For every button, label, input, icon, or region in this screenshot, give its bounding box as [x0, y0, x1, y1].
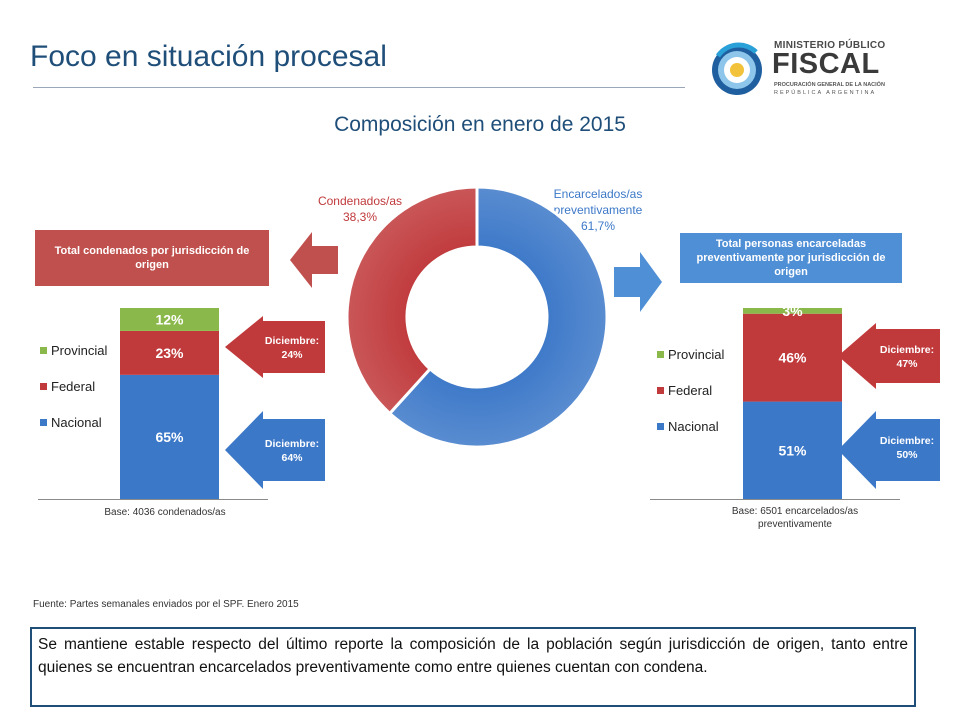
arrow-left [290, 232, 338, 288]
bar-label-nacional: 51% [778, 442, 807, 458]
legend-swatch [40, 419, 47, 426]
base-condenados: Base: 4036 condenados/as [104, 507, 226, 518]
callout-value: 64% [281, 452, 303, 464]
chart-title: Composición en enero de 2015 [334, 113, 626, 136]
callout-condenados-federal: Diciembre: 24% [225, 316, 325, 378]
donut-slice-preventivos [387, 185, 609, 449]
bar-segment-federal [743, 313, 842, 402]
legend-swatch [657, 387, 664, 394]
legend-preventivos: Provincial Federal Nacional [657, 347, 724, 434]
callout-preventivos-nacional: Diciembre: 50% [838, 411, 940, 489]
callout-text: Diciembre: [880, 344, 934, 356]
condenados-jurisdiccion-box: Total condenados por jurisdicción de ori… [35, 230, 269, 286]
logo-line3: PROCURACIÓN GENERAL DE LA NACIÓN [774, 82, 885, 88]
arrow-right [614, 252, 662, 312]
legend-condenados: Provincial Federal Nacional [40, 343, 107, 430]
bar-label-federal: 46% [778, 350, 807, 366]
base-preventivos: Base: 6501 encarcelados/as preventivamen… [715, 505, 875, 531]
legend-swatch [40, 383, 47, 390]
legend-item-nacional: Nacional [40, 415, 107, 430]
donut-label-line: Encarcelados/as [553, 187, 643, 201]
bar-segment-provincial [120, 308, 219, 331]
stacked-bar-condenados: 65% 23% 12% [38, 308, 268, 500]
base-preventivos-text: Base: 6501 encarcelados/as preventivamen… [731, 506, 859, 530]
logo-line2: FISCAL [772, 48, 880, 80]
donut-slice-condenados [345, 185, 479, 416]
callout-value: 24% [281, 349, 303, 361]
bar-segment-nacional [120, 374, 219, 499]
page-title: Foco en situación procesal [30, 40, 387, 73]
legend-label: Provincial [668, 347, 725, 362]
logo-line4: REPÚBLICA ARGENTINA [774, 90, 877, 96]
bar-label-provincial: 3% [782, 303, 803, 319]
donut-label-line: preventivamente [553, 203, 643, 217]
legend-label: Federal [668, 383, 713, 398]
legend-label: Nacional [51, 415, 102, 430]
logo: MINISTERIO PÚBLICO FISCAL PROCURACIÓN GE… [706, 38, 896, 102]
bar-segment-federal [120, 330, 219, 375]
bar-segment-provincial [743, 308, 842, 314]
legend-swatch [657, 423, 664, 430]
title-divider [33, 87, 685, 88]
source-note: Fuente: Partes semanales enviados por el… [33, 599, 299, 610]
donut-label-preventivos: Encarcelados/as preventivamente 61,7% [538, 186, 658, 234]
legend-label: Nacional [668, 419, 719, 434]
summary-box: Se mantiene estable respecto del último … [30, 627, 916, 707]
callout-text: Diciembre: [880, 435, 934, 447]
legend-item-provincial: Provincial [657, 347, 724, 362]
logo-emblem [712, 42, 762, 95]
donut-label-condenados: Condenados/as 38,3% [300, 193, 420, 225]
callout-preventivos-federal: Diciembre: 47% [838, 323, 940, 389]
bar-label-federal: 23% [155, 345, 184, 361]
callout-value: 47% [896, 358, 918, 370]
donut-chart [345, 185, 609, 449]
callout-text: Diciembre: [265, 438, 319, 450]
callout-text: Diciembre: [265, 335, 319, 347]
legend-item-nacional: Nacional [657, 419, 724, 434]
bar-label-nacional: 65% [155, 429, 184, 445]
logo-line1: MINISTERIO PÚBLICO [774, 40, 886, 51]
preventivos-jurisdiccion-box: Total personas encarceladas preventivame… [680, 233, 902, 283]
legend-item-provincial: Provincial [40, 343, 107, 358]
bar-segment-nacional [743, 401, 842, 499]
bar-label-provincial: 12% [155, 311, 184, 327]
callout-value: 50% [896, 449, 918, 461]
legend-label: Provincial [51, 343, 108, 358]
donut-label-value: 61,7% [580, 219, 616, 233]
legend-swatch [40, 347, 47, 354]
legend-item-federal: Federal [657, 383, 724, 398]
legend-swatch [657, 351, 664, 358]
legend-item-federal: Federal [40, 379, 107, 394]
callout-condenados-nacional: Diciembre: 64% [225, 411, 325, 489]
donut-label-value: 38,3% [342, 210, 378, 224]
stacked-bar-preventivos: 51% 46% 3% [650, 303, 900, 500]
legend-label: Federal [51, 379, 96, 394]
donut-label-line: Condenados/as [317, 194, 403, 208]
